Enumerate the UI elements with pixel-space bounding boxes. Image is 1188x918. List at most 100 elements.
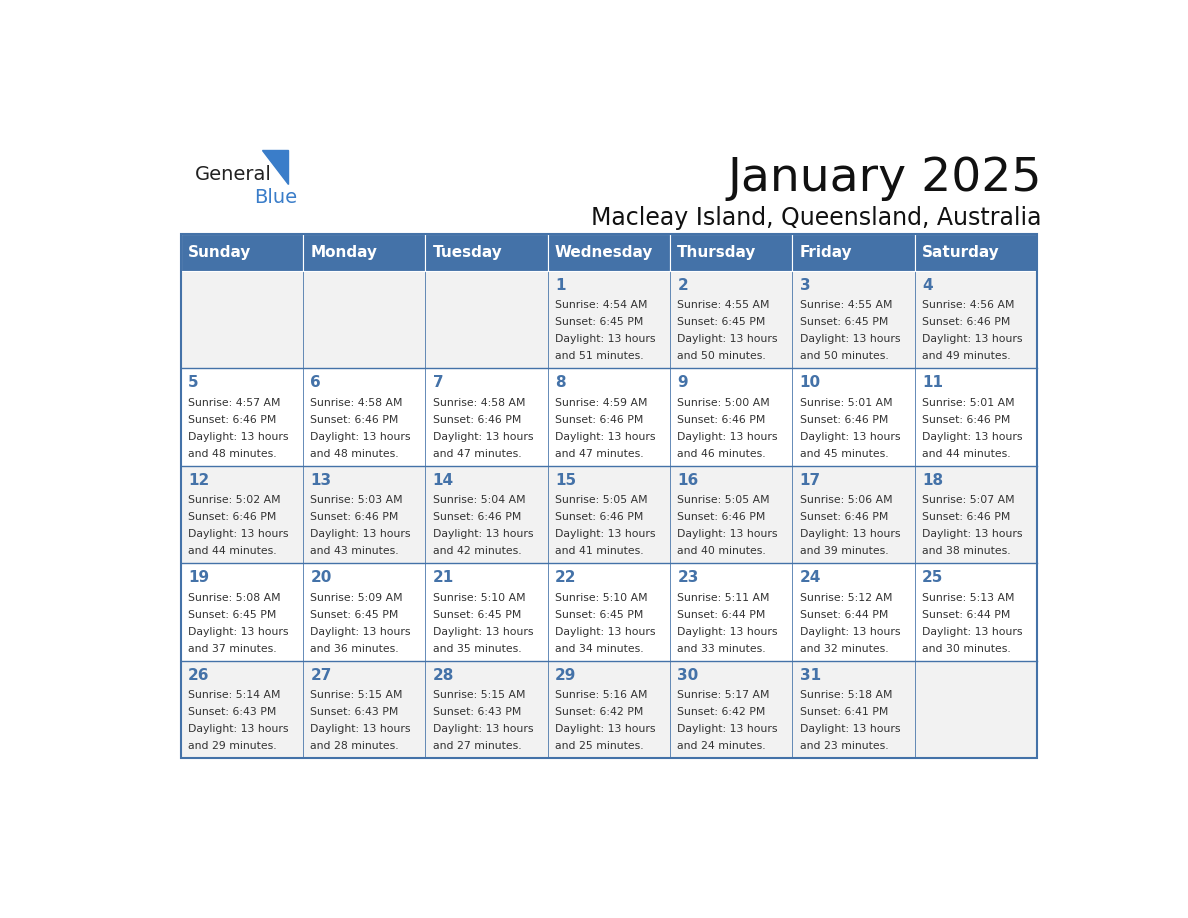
Bar <box>181 234 303 271</box>
Text: and 25 minutes.: and 25 minutes. <box>555 742 644 752</box>
Bar <box>792 271 915 368</box>
Bar <box>181 234 1037 758</box>
Text: Daylight: 13 hours: Daylight: 13 hours <box>188 724 289 734</box>
Text: 15: 15 <box>555 473 576 487</box>
Text: 27: 27 <box>310 668 331 683</box>
Text: and 40 minutes.: and 40 minutes. <box>677 546 766 556</box>
Bar <box>915 234 1037 271</box>
Text: 4: 4 <box>922 277 933 293</box>
Bar <box>792 234 915 271</box>
Text: Sunrise: 5:05 AM: Sunrise: 5:05 AM <box>555 496 647 506</box>
Text: and 34 minutes.: and 34 minutes. <box>555 644 644 654</box>
Text: and 33 minutes.: and 33 minutes. <box>677 644 766 654</box>
Text: Sunset: 6:45 PM: Sunset: 6:45 PM <box>188 610 277 620</box>
Text: Sunset: 6:46 PM: Sunset: 6:46 PM <box>310 415 399 425</box>
Text: and 42 minutes.: and 42 minutes. <box>432 546 522 556</box>
Bar <box>181 465 303 564</box>
Text: and 48 minutes.: and 48 minutes. <box>188 449 277 459</box>
Text: Sunset: 6:46 PM: Sunset: 6:46 PM <box>188 512 277 522</box>
Text: and 23 minutes.: and 23 minutes. <box>800 742 889 752</box>
Text: and 49 minutes.: and 49 minutes. <box>922 352 1011 361</box>
Text: Thursday: Thursday <box>677 245 757 260</box>
Bar <box>303 234 425 271</box>
Text: 10: 10 <box>800 375 821 390</box>
Text: and 37 minutes.: and 37 minutes. <box>188 644 277 654</box>
Bar <box>181 271 303 368</box>
Text: Daylight: 13 hours: Daylight: 13 hours <box>555 530 656 540</box>
Text: Sunrise: 5:00 AM: Sunrise: 5:00 AM <box>677 397 770 408</box>
Text: Sunset: 6:46 PM: Sunset: 6:46 PM <box>432 415 522 425</box>
Text: Sunrise: 5:07 AM: Sunrise: 5:07 AM <box>922 496 1015 506</box>
Text: Daylight: 13 hours: Daylight: 13 hours <box>555 724 656 734</box>
Bar <box>425 465 548 564</box>
Text: Sunrise: 5:08 AM: Sunrise: 5:08 AM <box>188 593 280 603</box>
Text: 28: 28 <box>432 668 454 683</box>
Text: Sunrise: 4:55 AM: Sunrise: 4:55 AM <box>677 300 770 310</box>
Text: Sunset: 6:46 PM: Sunset: 6:46 PM <box>800 415 889 425</box>
Bar <box>915 661 1037 758</box>
Text: Sunrise: 5:10 AM: Sunrise: 5:10 AM <box>432 593 525 603</box>
Text: 17: 17 <box>800 473 821 487</box>
Text: Daylight: 13 hours: Daylight: 13 hours <box>555 334 656 344</box>
Text: Sunset: 6:44 PM: Sunset: 6:44 PM <box>922 610 1010 620</box>
Text: Sunrise: 5:14 AM: Sunrise: 5:14 AM <box>188 690 280 700</box>
Text: and 50 minutes.: and 50 minutes. <box>800 352 889 361</box>
Text: Saturday: Saturday <box>922 245 1000 260</box>
Bar <box>303 368 425 465</box>
Bar <box>670 661 792 758</box>
Text: General: General <box>195 165 271 185</box>
Text: and 50 minutes.: and 50 minutes. <box>677 352 766 361</box>
Bar <box>670 234 792 271</box>
Text: 26: 26 <box>188 668 209 683</box>
Text: and 51 minutes.: and 51 minutes. <box>555 352 644 361</box>
Bar <box>548 465 670 564</box>
Text: 23: 23 <box>677 570 699 586</box>
Bar <box>915 564 1037 661</box>
Text: and 29 minutes.: and 29 minutes. <box>188 742 277 752</box>
Bar <box>548 564 670 661</box>
Text: Sunset: 6:46 PM: Sunset: 6:46 PM <box>800 512 889 522</box>
Text: Daylight: 13 hours: Daylight: 13 hours <box>432 530 533 540</box>
Text: and 47 minutes.: and 47 minutes. <box>432 449 522 459</box>
Text: Sunset: 6:46 PM: Sunset: 6:46 PM <box>555 512 644 522</box>
Text: Daylight: 13 hours: Daylight: 13 hours <box>188 627 289 637</box>
Text: Sunset: 6:41 PM: Sunset: 6:41 PM <box>800 708 889 718</box>
Text: and 32 minutes.: and 32 minutes. <box>800 644 889 654</box>
Text: Sunrise: 5:01 AM: Sunrise: 5:01 AM <box>800 397 892 408</box>
Text: Sunrise: 5:16 AM: Sunrise: 5:16 AM <box>555 690 647 700</box>
Bar <box>425 368 548 465</box>
Text: Daylight: 13 hours: Daylight: 13 hours <box>555 627 656 637</box>
Text: Daylight: 13 hours: Daylight: 13 hours <box>800 431 901 442</box>
Bar <box>548 234 670 271</box>
Text: 9: 9 <box>677 375 688 390</box>
Text: Sunset: 6:45 PM: Sunset: 6:45 PM <box>555 318 644 328</box>
Text: Daylight: 13 hours: Daylight: 13 hours <box>310 627 411 637</box>
Text: Daylight: 13 hours: Daylight: 13 hours <box>922 334 1023 344</box>
Text: Sunrise: 5:13 AM: Sunrise: 5:13 AM <box>922 593 1015 603</box>
Text: 7: 7 <box>432 375 443 390</box>
Text: Daylight: 13 hours: Daylight: 13 hours <box>677 431 778 442</box>
Text: and 24 minutes.: and 24 minutes. <box>677 742 766 752</box>
Bar <box>425 564 548 661</box>
Text: Monday: Monday <box>310 245 378 260</box>
Text: Sunrise: 4:58 AM: Sunrise: 4:58 AM <box>432 397 525 408</box>
Text: Sunrise: 5:05 AM: Sunrise: 5:05 AM <box>677 496 770 506</box>
Text: January 2025: January 2025 <box>727 156 1042 201</box>
Text: Sunset: 6:46 PM: Sunset: 6:46 PM <box>922 415 1010 425</box>
Text: 14: 14 <box>432 473 454 487</box>
Text: 2: 2 <box>677 277 688 293</box>
Text: Sunset: 6:45 PM: Sunset: 6:45 PM <box>677 318 766 328</box>
Text: Daylight: 13 hours: Daylight: 13 hours <box>677 334 778 344</box>
Text: 29: 29 <box>555 668 576 683</box>
Text: Sunrise: 5:01 AM: Sunrise: 5:01 AM <box>922 397 1015 408</box>
Text: Sunset: 6:46 PM: Sunset: 6:46 PM <box>310 512 399 522</box>
Text: Sunrise: 5:02 AM: Sunrise: 5:02 AM <box>188 496 280 506</box>
Text: Friday: Friday <box>800 245 852 260</box>
Text: 30: 30 <box>677 668 699 683</box>
Text: Daylight: 13 hours: Daylight: 13 hours <box>188 530 289 540</box>
Text: Sunset: 6:44 PM: Sunset: 6:44 PM <box>800 610 889 620</box>
Text: Sunset: 6:45 PM: Sunset: 6:45 PM <box>555 610 644 620</box>
Text: Daylight: 13 hours: Daylight: 13 hours <box>555 431 656 442</box>
Text: 8: 8 <box>555 375 565 390</box>
Text: Daylight: 13 hours: Daylight: 13 hours <box>432 724 533 734</box>
